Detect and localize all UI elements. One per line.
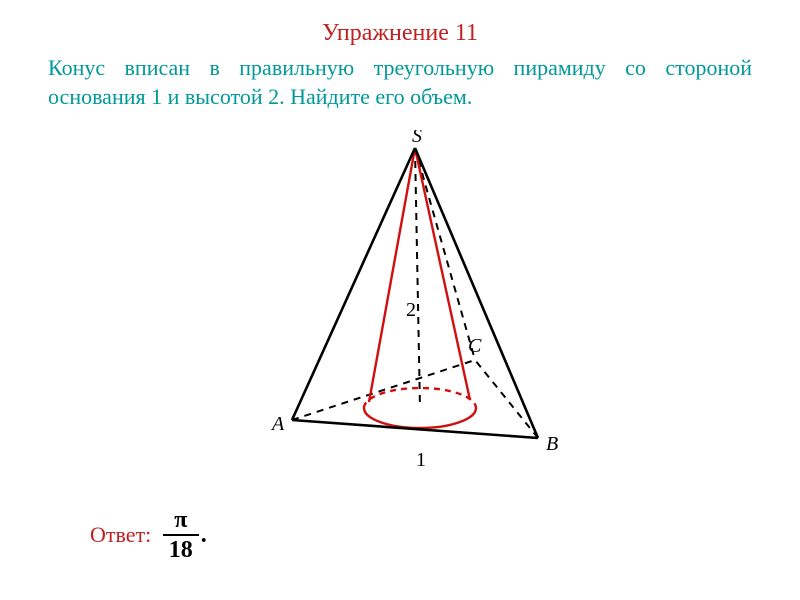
answer-trailing-dot: . (201, 522, 207, 548)
answer-fraction: π 18 (163, 508, 199, 562)
svg-text:C: C (468, 335, 482, 357)
problem-statement: Конус вписан в правильную треугольную пи… (48, 54, 752, 111)
answer-label: Ответ: (90, 522, 151, 547)
answer-block: Ответ: π 18 . (90, 510, 207, 564)
exercise-title: Упражнение 11 (0, 20, 800, 47)
svg-text:2: 2 (406, 299, 416, 321)
cone-in-pyramid-diagram: S A B C 2 1 (220, 130, 580, 470)
answer-denominator: 18 (163, 534, 199, 562)
svg-text:1: 1 (416, 449, 426, 470)
svg-text:S: S (412, 130, 422, 147)
svg-text:B: B (546, 433, 558, 455)
svg-text:A: A (270, 413, 285, 435)
answer-numerator: π (163, 508, 199, 534)
figure-container: S A B C 2 1 (0, 130, 800, 475)
